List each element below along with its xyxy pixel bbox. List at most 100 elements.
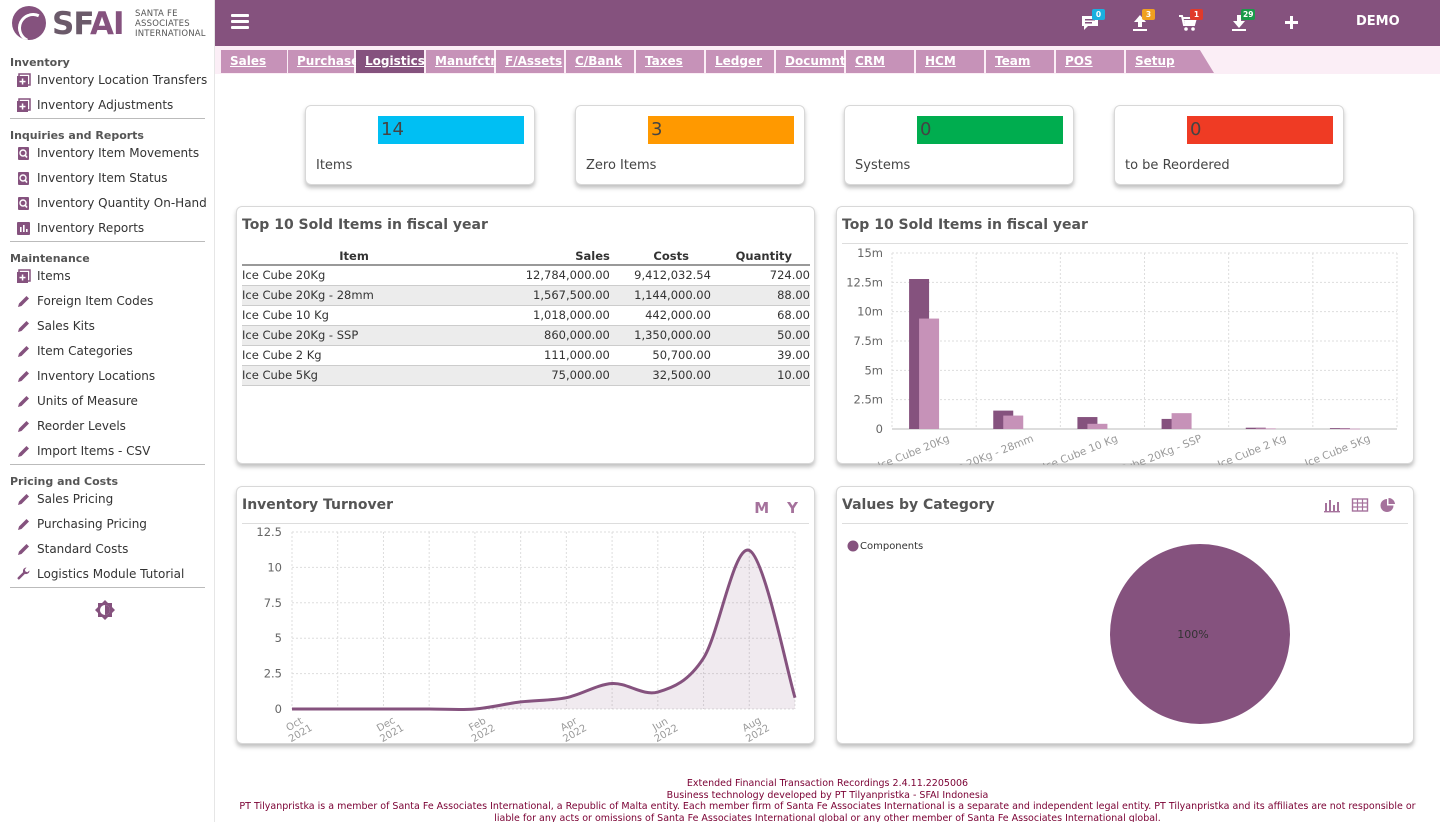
sidebar-item[interactable]: Sales Pricing [16, 489, 113, 509]
report-chart-icon [16, 221, 31, 236]
footer-developer: Business technology developed by PT Tily… [666, 789, 989, 801]
x-tick-label: Ice Cube 10 Kg [1041, 433, 1119, 465]
sidebar-item[interactable]: Inventory Locations [16, 366, 155, 386]
sidebar-divider [10, 587, 205, 588]
footer-version: Extended Financial Transaction Recording… [686, 778, 969, 789]
costs-cell: 50,700.00 [609, 345, 711, 366]
sidebar-item[interactable]: Import Items - CSV [16, 441, 150, 461]
monthly-toggle-button[interactable]: M [754, 499, 770, 517]
legend-label: Components [860, 541, 923, 552]
sidebar-item-label: Sales Pricing [37, 492, 114, 506]
sidebar-item[interactable]: Logistics Module Tutorial [16, 564, 184, 584]
cart-icon[interactable]: 1 [1178, 9, 1203, 34]
pencil-icon [16, 344, 31, 359]
sidebar-item[interactable]: Inventory Reports [16, 218, 144, 238]
messages-icon[interactable]: 0 [1080, 9, 1105, 34]
sidebar-item[interactable]: Standard Costs [16, 539, 128, 559]
module-tabs: Sales Purchase Logistics Manufctr F/Assets C/… [215, 46, 1440, 74]
bar-chart-view-icon[interactable] [1323, 497, 1341, 517]
stat-card[interactable]: 14 Items [305, 105, 535, 185]
stat-card[interactable]: 0 Systems [844, 105, 1074, 185]
sidebar-item[interactable]: Purchasing Pricing [16, 514, 147, 534]
plus-square-icon [16, 72, 31, 88]
stat-value: 0 [917, 116, 1063, 144]
tab-pos[interactable]: POS [1056, 50, 1124, 73]
y-tick-label: 5m [864, 363, 883, 377]
top-bar: 0 3 1 29 DEMO [215, 0, 1440, 46]
tab-sales[interactable]: Sales [221, 50, 287, 73]
tab-taxes[interactable]: Taxes [636, 50, 704, 73]
dashboard-content: 14 Items 3 Zero Items 0 Systems 0 to be Reorder… [215, 74, 1440, 822]
hamburger-menu-icon[interactable] [231, 14, 249, 30]
theme-toggle-icon[interactable] [94, 599, 116, 621]
sidebar-item[interactable]: Sales Kits [16, 316, 95, 336]
y-tick-label: 12.5 [256, 525, 282, 539]
search-doc-icon [16, 196, 31, 211]
sidebar-item-label: Inventory Locations [37, 369, 156, 383]
table-row[interactable]: Ice Cube 5Kg 75,000.00 32,500.00 10.00 [242, 365, 810, 386]
table-row[interactable]: Ice Cube 10 Kg 1,018,000.00 442,000.00 68.0… [242, 305, 810, 326]
pie-chart-view-icon[interactable] [1379, 497, 1397, 517]
table-row[interactable]: Ice Cube 2 Kg 111,000.00 50,700.00 39.00 [242, 345, 810, 366]
stat-card[interactable]: 3 Zero Items [575, 105, 805, 185]
user-menu[interactable]: DEMO [1356, 14, 1400, 29]
tab-ledger[interactable]: Ledger [706, 50, 774, 73]
divider [842, 523, 1408, 524]
table-row[interactable]: Ice Cube 20Kg - SSP 860,000.00 1,350,000.0… [242, 325, 810, 346]
x-tick-label: Ice Cube 20Kg [876, 433, 951, 465]
pencil-icon [16, 369, 31, 384]
bar [1077, 417, 1098, 429]
search-doc-icon [16, 146, 31, 161]
tab-team[interactable]: Team [986, 50, 1054, 73]
sidebar-item-label: Import Items - CSV [37, 444, 151, 458]
table-row[interactable]: Ice Cube 20Kg 12,784,000.00 9,412,032.54 72… [242, 265, 810, 286]
item-cell: Ice Cube 20Kg - SSP [242, 325, 467, 346]
tab-logistics[interactable]: Logistics [356, 50, 425, 73]
inventory-turnover-panel: Inventory Turnover M Y 0 2.5 5 7.5 10 12.5 Oct… [236, 486, 815, 745]
table-view-icon[interactable] [1351, 497, 1369, 517]
tab-cbank[interactable]: C/Bank [566, 50, 634, 73]
tab-crm[interactable]: CRM [846, 50, 914, 73]
tab-documnt[interactable]: Documnt [776, 50, 846, 73]
y-tick-label: 7.5m [854, 334, 884, 348]
bar [1329, 428, 1350, 429]
sfai-logo[interactable]: SFAI SANTA FE ASSOCIATES INTERNATIONAL [12, 6, 212, 44]
stat-card[interactable]: 0 to be Reordered [1114, 105, 1344, 185]
yearly-toggle-button[interactable]: Y [787, 499, 798, 517]
messages-badge: 0 [1092, 9, 1105, 20]
sales-cell: 12,784,000.00 [466, 265, 610, 286]
tab-fassets[interactable]: F/Assets [496, 50, 564, 73]
sidebar-item[interactable]: Units of Measure [16, 391, 138, 411]
bar [1003, 415, 1024, 429]
sidebar-item[interactable]: Inventory Item Status [16, 168, 168, 188]
table-row[interactable]: Ice Cube 20Kg - 28mm 1,567,500.00 1,144,00… [242, 285, 810, 306]
sidebar-section-title: Maintenance [10, 252, 90, 265]
wrench-icon [16, 566, 31, 582]
sidebar-item[interactable]: Items [16, 266, 71, 286]
upload-badge: 3 [1142, 9, 1155, 20]
sidebar-item[interactable]: Inventory Adjustments [16, 95, 173, 115]
stat-label: Systems [855, 158, 911, 173]
values-by-category-pie: 100% Components [847, 540, 1290, 724]
sidebar-item[interactable]: Inventory Location Transfers [16, 70, 207, 90]
sidebar-item[interactable]: Item Categories [16, 341, 133, 361]
sidebar-item[interactable]: Inventory Quantity On-Hand [16, 193, 207, 213]
sidebar-item-label: Inventory Reports [37, 221, 145, 235]
bar [1245, 427, 1266, 429]
top-sold-bar-chart: 0 2.5m 5m 7.5m 10m 12.5m 15m Ice Cube 20Kg Ice C… [846, 246, 1398, 465]
tab-purchase[interactable]: Purchase [288, 50, 359, 73]
sidebar-item[interactable]: Foreign Item Codes [16, 291, 153, 311]
pencil-icon [16, 319, 31, 334]
tab-hcm[interactable]: HCM [916, 50, 984, 73]
tab-manufctr[interactable]: Manufctr [426, 50, 496, 73]
sidebar-item-label: Reorder Levels [37, 419, 126, 433]
sidebar-item[interactable]: Inventory Item Movements [16, 143, 199, 163]
upload-icon[interactable]: 3 [1130, 9, 1155, 34]
quantity-cell: 39.00 [710, 345, 810, 366]
costs-cell: 442,000.00 [609, 305, 711, 326]
sidebar-item[interactable]: Reorder Levels [16, 416, 126, 436]
add-icon[interactable] [1281, 12, 1303, 34]
tab-setup[interactable]: Setup [1126, 50, 1214, 73]
bar [919, 318, 940, 429]
download-icon[interactable]: 29 [1229, 9, 1256, 34]
